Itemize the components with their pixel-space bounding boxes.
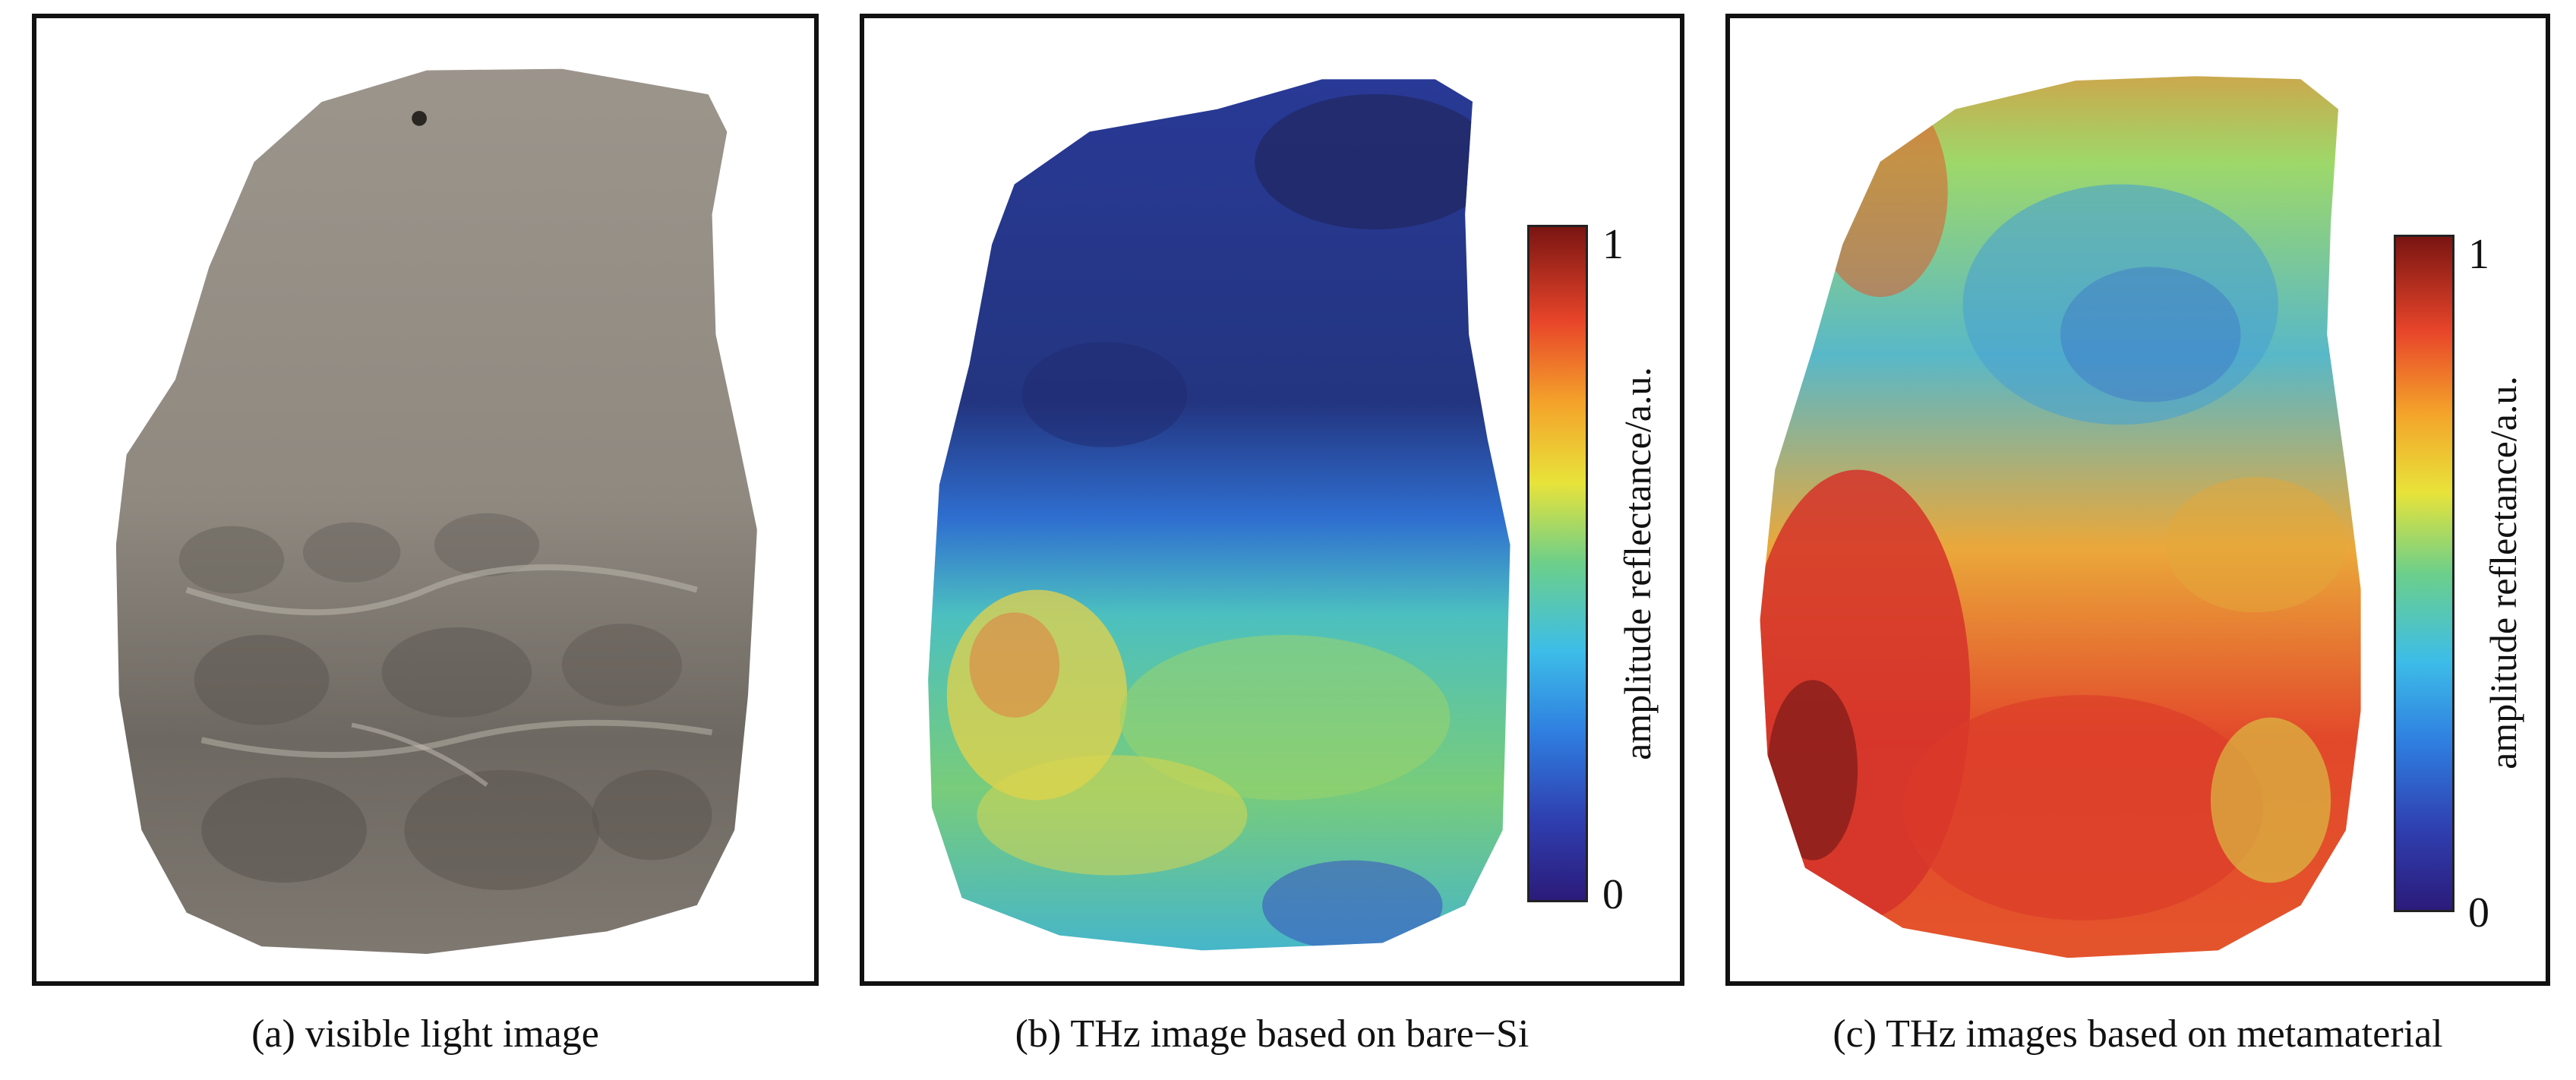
caption-b: (b) THz image based on bare−Si (1015, 1012, 1530, 1056)
thz-map-metamaterial (1760, 76, 2361, 958)
thz-map-bare-si (928, 79, 1511, 951)
caption-a: (a) visible light image (251, 1012, 599, 1056)
tooth-photo (115, 68, 757, 954)
thz-bare-si-panel: 1 0 amplitude reflectance/a.u. (860, 14, 1684, 986)
colorbar-c-min: 0 (2468, 889, 2489, 936)
colorbar-b (1527, 225, 1588, 902)
colorbar-b-max: 1 (1602, 221, 1624, 268)
thz-metamaterial-panel: 1 0 amplitude reflectance/a.u. (1725, 14, 2550, 986)
colorbar-c-label: amplitude reflectance/a.u. (2482, 376, 2524, 769)
colorbar-b-label: amplitude reflectance/a.u. (1616, 367, 1659, 760)
visible-light-panel (32, 14, 819, 986)
caption-c: (c) THz images based on metamaterial (1833, 1012, 2443, 1056)
colorbar-b-min: 0 (1602, 871, 1624, 918)
colorbar-c-max: 1 (2468, 231, 2489, 278)
colorbar-c (2394, 235, 2454, 912)
